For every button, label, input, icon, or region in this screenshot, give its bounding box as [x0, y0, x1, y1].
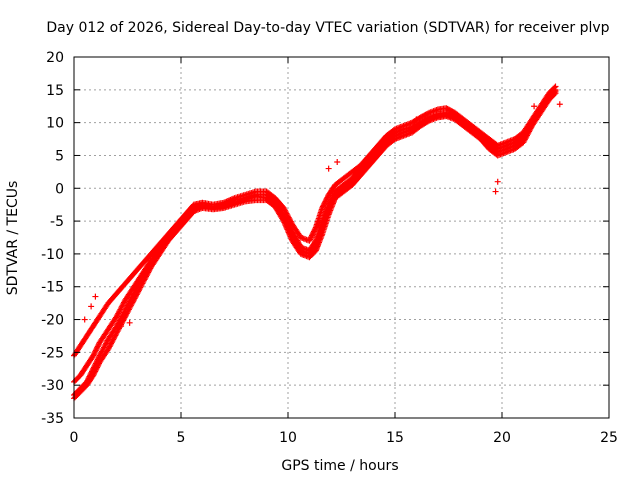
- data-point-marker: [126, 319, 133, 326]
- data-point-marker: [323, 197, 330, 204]
- data-point-marker: [327, 201, 334, 208]
- y-tick-label: 10: [46, 116, 64, 132]
- y-tick-label: -35: [41, 411, 64, 427]
- data-point-marker: [94, 356, 101, 363]
- data-point-marker: [88, 369, 95, 376]
- data-point-marker: [310, 229, 317, 236]
- y-tick-label: -5: [50, 214, 64, 230]
- data-point-marker: [92, 293, 99, 300]
- data-point-marker: [323, 195, 330, 202]
- data-point-marker: [93, 359, 100, 366]
- series-outliers: [81, 101, 563, 330]
- data-point-marker: [88, 368, 95, 375]
- data-point-marker: [96, 353, 103, 360]
- data-point-marker: [325, 165, 332, 172]
- data-point-marker: [95, 355, 102, 362]
- data-point-marker: [90, 351, 97, 358]
- axis-ticks: 0 5 10 15 20 25 -35 -30 -25 -20 -15 -10 -5 0 5 10 15 20: [41, 50, 618, 446]
- data-point-marker: [92, 348, 99, 355]
- data-point-marker: [322, 198, 329, 205]
- data-point-marker: [86, 373, 93, 380]
- data-point-marker: [334, 159, 341, 166]
- series-track-d: [71, 88, 559, 399]
- data-points: [71, 83, 563, 402]
- data-point-marker: [92, 347, 99, 354]
- data-point-marker: [90, 364, 97, 371]
- data-point-marker: [307, 235, 314, 242]
- x-tick-label: 15: [386, 430, 404, 446]
- data-point-marker: [87, 371, 94, 378]
- data-point-marker: [330, 194, 337, 201]
- x-tick-label: 25: [600, 430, 618, 446]
- data-point-marker: [88, 303, 95, 310]
- data-point-marker: [326, 203, 333, 210]
- data-point-marker: [94, 343, 101, 350]
- y-tick-label: -25: [41, 345, 64, 361]
- data-point-marker: [81, 316, 88, 323]
- data-point-marker: [320, 202, 327, 209]
- data-point-marker: [91, 363, 98, 370]
- data-point-marker: [85, 374, 92, 381]
- data-point-marker: [556, 101, 563, 108]
- data-point-marker: [93, 346, 100, 353]
- data-point-marker: [91, 350, 98, 357]
- data-point-marker: [92, 361, 99, 368]
- plot-frame: [73, 56, 610, 419]
- data-point-marker: [307, 236, 314, 243]
- data-point-marker: [551, 89, 558, 96]
- grid-lines: [74, 57, 609, 418]
- data-point-marker: [308, 233, 315, 240]
- data-point-marker: [90, 365, 97, 372]
- data-point-marker: [330, 195, 337, 202]
- y-tick-label: 20: [46, 50, 64, 66]
- data-point-marker: [552, 88, 559, 95]
- data-point-marker: [425, 117, 432, 124]
- data-point-marker: [90, 352, 97, 359]
- chart-title: Day 012 of 2026, Sidereal Day-to-day VTE…: [46, 20, 609, 36]
- data-point-marker: [325, 204, 332, 211]
- y-tick-label: -30: [41, 378, 64, 394]
- data-point-marker: [94, 344, 101, 351]
- data-point-marker: [118, 323, 125, 330]
- y-tick-label: -20: [41, 313, 64, 329]
- data-point-marker: [319, 204, 326, 211]
- data-point-marker: [92, 360, 99, 367]
- data-point-marker: [413, 116, 420, 123]
- y-tick-label: 15: [46, 83, 64, 99]
- data-point-marker: [321, 199, 328, 206]
- data-point-marker: [83, 378, 90, 385]
- data-point-marker: [309, 231, 316, 238]
- data-point-marker: [531, 103, 538, 110]
- data-point-marker: [306, 237, 313, 244]
- data-point-marker: [319, 203, 326, 210]
- data-point-marker: [324, 194, 331, 201]
- data-point-marker: [84, 377, 91, 384]
- y-tick-label: 5: [55, 148, 64, 164]
- data-point-marker: [89, 367, 96, 374]
- x-tick-label: 0: [70, 430, 79, 446]
- data-point-marker: [328, 199, 335, 206]
- data-point-marker: [321, 201, 328, 208]
- x-axis-label: GPS time / hours: [281, 458, 398, 474]
- y-tick-label: 0: [55, 181, 64, 197]
- data-point-marker: [494, 178, 501, 185]
- x-tick-label: 5: [177, 430, 186, 446]
- data-point-marker: [95, 342, 102, 349]
- x-tick-label: 10: [279, 430, 297, 446]
- data-point-marker: [85, 376, 92, 383]
- data-point-marker: [87, 372, 94, 379]
- data-point-marker: [492, 188, 499, 195]
- y-tick-label: -15: [41, 280, 64, 296]
- y-axis-label: SDTVAR / TECUs: [5, 181, 21, 296]
- data-point-marker: [329, 197, 336, 204]
- y-tick-label: -10: [41, 247, 64, 263]
- data-point-marker: [326, 202, 333, 209]
- data-point-marker: [94, 357, 101, 364]
- x-tick-label: 20: [493, 430, 511, 446]
- data-point-marker: [328, 198, 335, 205]
- data-point-marker: [308, 232, 315, 239]
